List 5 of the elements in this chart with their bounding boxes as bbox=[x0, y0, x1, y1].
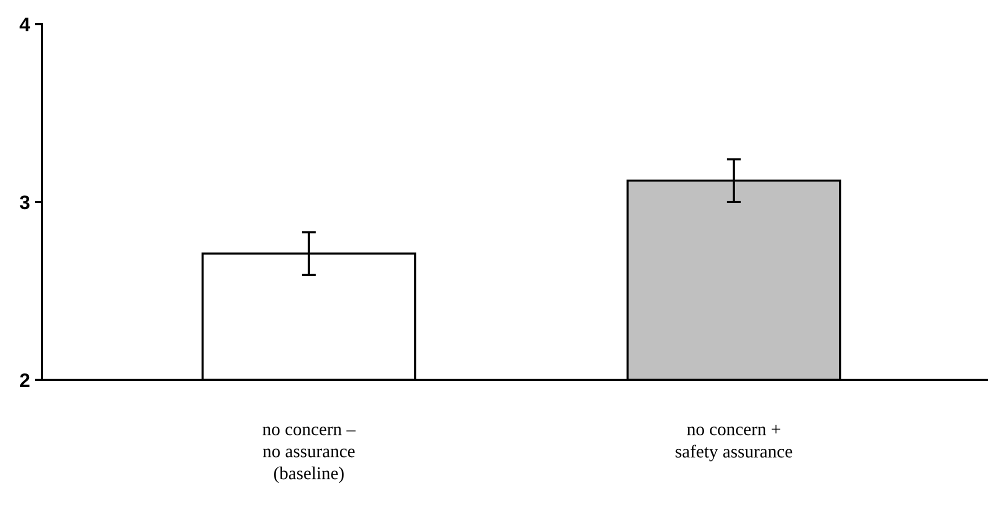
x-tick-label: no concern – no assurance (baseline) bbox=[262, 426, 356, 484]
y-tick-label: 2 bbox=[20, 373, 30, 387]
x-tick-label: no concern + safety assurance bbox=[676, 424, 792, 462]
y-tick-label: 4 bbox=[20, 18, 30, 32]
y-tick-label: 3 bbox=[20, 195, 30, 210]
